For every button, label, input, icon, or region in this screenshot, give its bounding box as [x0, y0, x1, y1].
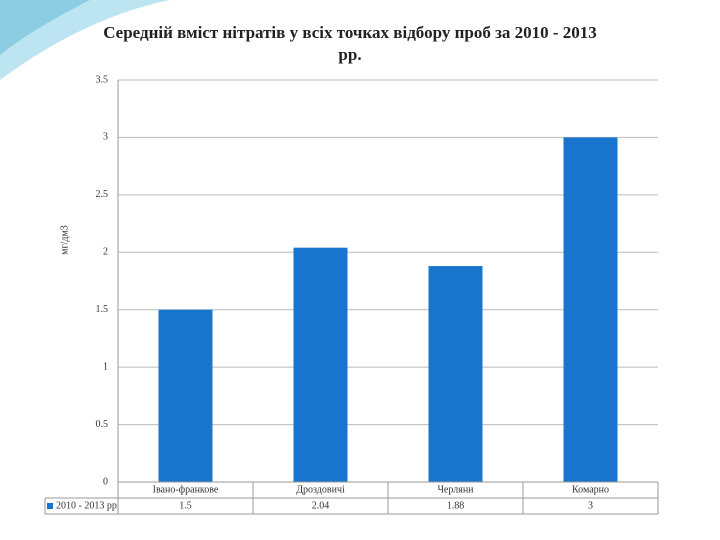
bar	[158, 309, 213, 482]
table-value: 1.5	[179, 500, 192, 511]
chart-title: Середній вміст нітратів у всіх точках ві…	[103, 23, 597, 64]
bar	[428, 266, 483, 482]
legend-label: 2010 - 2013 рр.	[56, 500, 119, 511]
y-axis-label: мг/дм3	[59, 225, 70, 255]
y-tick-label: 2.5	[96, 189, 109, 200]
table-value: 3	[588, 500, 593, 511]
table-value: 2.04	[312, 500, 330, 511]
y-tick-label: 0	[103, 476, 108, 487]
table-value: 1.88	[447, 500, 465, 511]
y-tick-label: 3	[103, 132, 108, 143]
x-tick-label: Черляни	[437, 484, 474, 495]
decoration	[0, 0, 90, 55]
x-tick-label: Івано-франкове	[153, 484, 219, 495]
x-tick-label: Комарно	[572, 484, 609, 495]
y-tick-label: 1.5	[96, 304, 109, 315]
legend-key	[47, 503, 53, 509]
y-tick-label: 2	[103, 247, 108, 258]
y-tick-label: 0.5	[96, 419, 109, 430]
bar	[563, 137, 618, 482]
y-tick-label: 3.5	[96, 74, 109, 85]
y-tick-label: 1	[103, 361, 108, 372]
x-tick-label: Дроздовичі	[296, 484, 345, 495]
bar	[293, 247, 348, 482]
